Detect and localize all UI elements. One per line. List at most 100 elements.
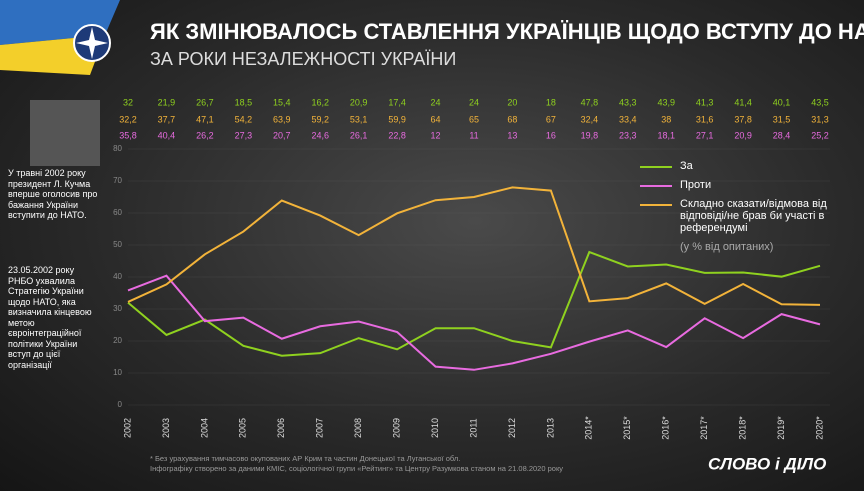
y-tick-label: 0 bbox=[118, 400, 123, 409]
series-line bbox=[127, 250, 821, 357]
x-tick-label: 2005 bbox=[238, 418, 248, 438]
legend-swatch bbox=[640, 166, 672, 168]
footnote: Інфографіку створено за даними КМІС, соц… bbox=[150, 464, 563, 473]
value-label: 67 bbox=[546, 114, 556, 124]
value-label: 40,4 bbox=[158, 130, 176, 140]
value-label: 32,2 bbox=[119, 114, 137, 124]
x-tick-label: 2018* bbox=[737, 416, 747, 440]
value-label: 53,1 bbox=[350, 114, 368, 124]
value-label: 43,9 bbox=[657, 97, 675, 107]
x-tick-label: 2017* bbox=[699, 416, 709, 440]
value-label: 64 bbox=[431, 114, 441, 124]
value-label: 41,4 bbox=[734, 97, 752, 107]
value-label: 63,9 bbox=[273, 114, 291, 124]
portrait bbox=[30, 100, 100, 166]
value-label: 13 bbox=[507, 130, 517, 140]
x-tick-label: 2020* bbox=[814, 416, 824, 440]
legend-label: Складно сказати/відмова від відповіді/не… bbox=[680, 198, 827, 234]
legend-item: Складно сказати/відмова від відповіді/не… bbox=[640, 198, 830, 234]
value-label: 32,4 bbox=[581, 114, 599, 124]
x-tick-label: 2009 bbox=[391, 418, 401, 438]
x-tick-label: 2004 bbox=[199, 418, 209, 438]
nato-star bbox=[76, 27, 108, 59]
value-label: 23,3 bbox=[619, 130, 637, 140]
value-label: 41,3 bbox=[696, 97, 714, 107]
value-label: 26,7 bbox=[196, 97, 214, 107]
value-label: 24 bbox=[469, 97, 479, 107]
value-label: 20,9 bbox=[350, 97, 368, 107]
y-tick-label: 40 bbox=[113, 272, 122, 281]
value-label: 68 bbox=[507, 114, 517, 124]
y-tick-label: 60 bbox=[113, 208, 122, 217]
x-tick-label: 2003 bbox=[161, 418, 171, 438]
value-label: 17,4 bbox=[388, 97, 406, 107]
value-label: 16,2 bbox=[311, 97, 329, 107]
y-tick-label: 80 bbox=[113, 144, 122, 153]
value-label: 38 bbox=[661, 114, 671, 124]
x-tick-label: 2012 bbox=[507, 418, 517, 438]
value-label: 16 bbox=[546, 130, 556, 140]
x-tick-label: 2011 bbox=[468, 418, 478, 437]
value-label: 28,4 bbox=[773, 130, 791, 140]
value-label: 40,1 bbox=[773, 97, 791, 107]
legend-swatch bbox=[640, 185, 672, 187]
title: ЯК ЗМІНЮВАЛОСЬ СТАВЛЕННЯ УКРАЇНЦІВ ЩОДО … bbox=[150, 19, 864, 44]
value-label: 19,8 bbox=[581, 130, 599, 140]
value-label: 43,3 bbox=[619, 97, 637, 107]
value-label: 31,3 bbox=[811, 114, 829, 124]
value-label: 37,8 bbox=[734, 114, 752, 124]
value-label: 20,9 bbox=[734, 130, 752, 140]
value-label: 35,8 bbox=[119, 130, 137, 140]
x-tick-label: 2016* bbox=[661, 416, 671, 440]
value-label: 27,1 bbox=[696, 130, 714, 140]
x-tick-label: 2006 bbox=[276, 418, 286, 438]
value-label: 65 bbox=[469, 114, 479, 124]
value-label: 20,7 bbox=[273, 130, 291, 140]
value-label: 18 bbox=[546, 97, 556, 107]
subtitle: ЗА РОКИ НЕЗАЛЕЖНОСТІ УКРАЇНИ bbox=[150, 49, 456, 69]
value-label: 37,7 bbox=[158, 114, 176, 124]
value-label: 47,1 bbox=[196, 114, 214, 124]
legend-swatch bbox=[640, 204, 672, 206]
value-label: 20 bbox=[507, 97, 517, 107]
y-tick-label: 20 bbox=[113, 336, 122, 345]
legend: За Проти Складно сказати/відмова від відпо… bbox=[640, 160, 830, 253]
x-tick-label: 2010 bbox=[430, 418, 440, 438]
value-label: 18,5 bbox=[235, 97, 253, 107]
y-tick-label: 50 bbox=[113, 240, 122, 249]
value-label: 26,1 bbox=[350, 130, 368, 140]
x-tick-label: 2014* bbox=[584, 416, 594, 440]
value-label: 27,3 bbox=[235, 130, 253, 140]
legend-note: (у % від опитаних) bbox=[680, 241, 774, 253]
series-line bbox=[127, 274, 821, 371]
legend-label: Проти bbox=[680, 179, 712, 191]
value-label: 31,6 bbox=[696, 114, 714, 124]
value-label: 43,5 bbox=[811, 97, 829, 107]
value-label: 47,8 bbox=[581, 97, 599, 107]
x-tick-label: 2013 bbox=[545, 418, 555, 438]
value-label: 12 bbox=[431, 130, 441, 140]
value-label: 32 bbox=[123, 97, 133, 107]
legend-item: Проти bbox=[640, 179, 830, 191]
x-tick-label: 2002 bbox=[122, 418, 132, 438]
x-tick-label: 2015* bbox=[622, 416, 632, 440]
value-label: 31,5 bbox=[773, 114, 791, 124]
x-tick-label: 2007 bbox=[315, 418, 325, 438]
value-label: 59,9 bbox=[388, 114, 406, 124]
series-line bbox=[127, 186, 821, 306]
value-label: 24 bbox=[431, 97, 441, 107]
legend-item: За bbox=[640, 160, 830, 172]
side-note: У травні 2002 року президент Л. Кучма вп… bbox=[8, 168, 98, 220]
value-label: 18,1 bbox=[657, 130, 675, 140]
value-label: 59,2 bbox=[311, 114, 329, 124]
value-label: 21,9 bbox=[158, 97, 176, 107]
legend-label: За bbox=[680, 160, 693, 172]
value-label: 22,8 bbox=[388, 130, 406, 140]
x-tick-label: 2008 bbox=[353, 418, 363, 438]
value-label: 24,6 bbox=[311, 130, 329, 140]
value-label: 33,4 bbox=[619, 114, 637, 124]
side-note: 23.05.2002 року РНБО ухвалила Стратегію … bbox=[8, 265, 92, 370]
y-tick-label: 30 bbox=[113, 304, 122, 313]
